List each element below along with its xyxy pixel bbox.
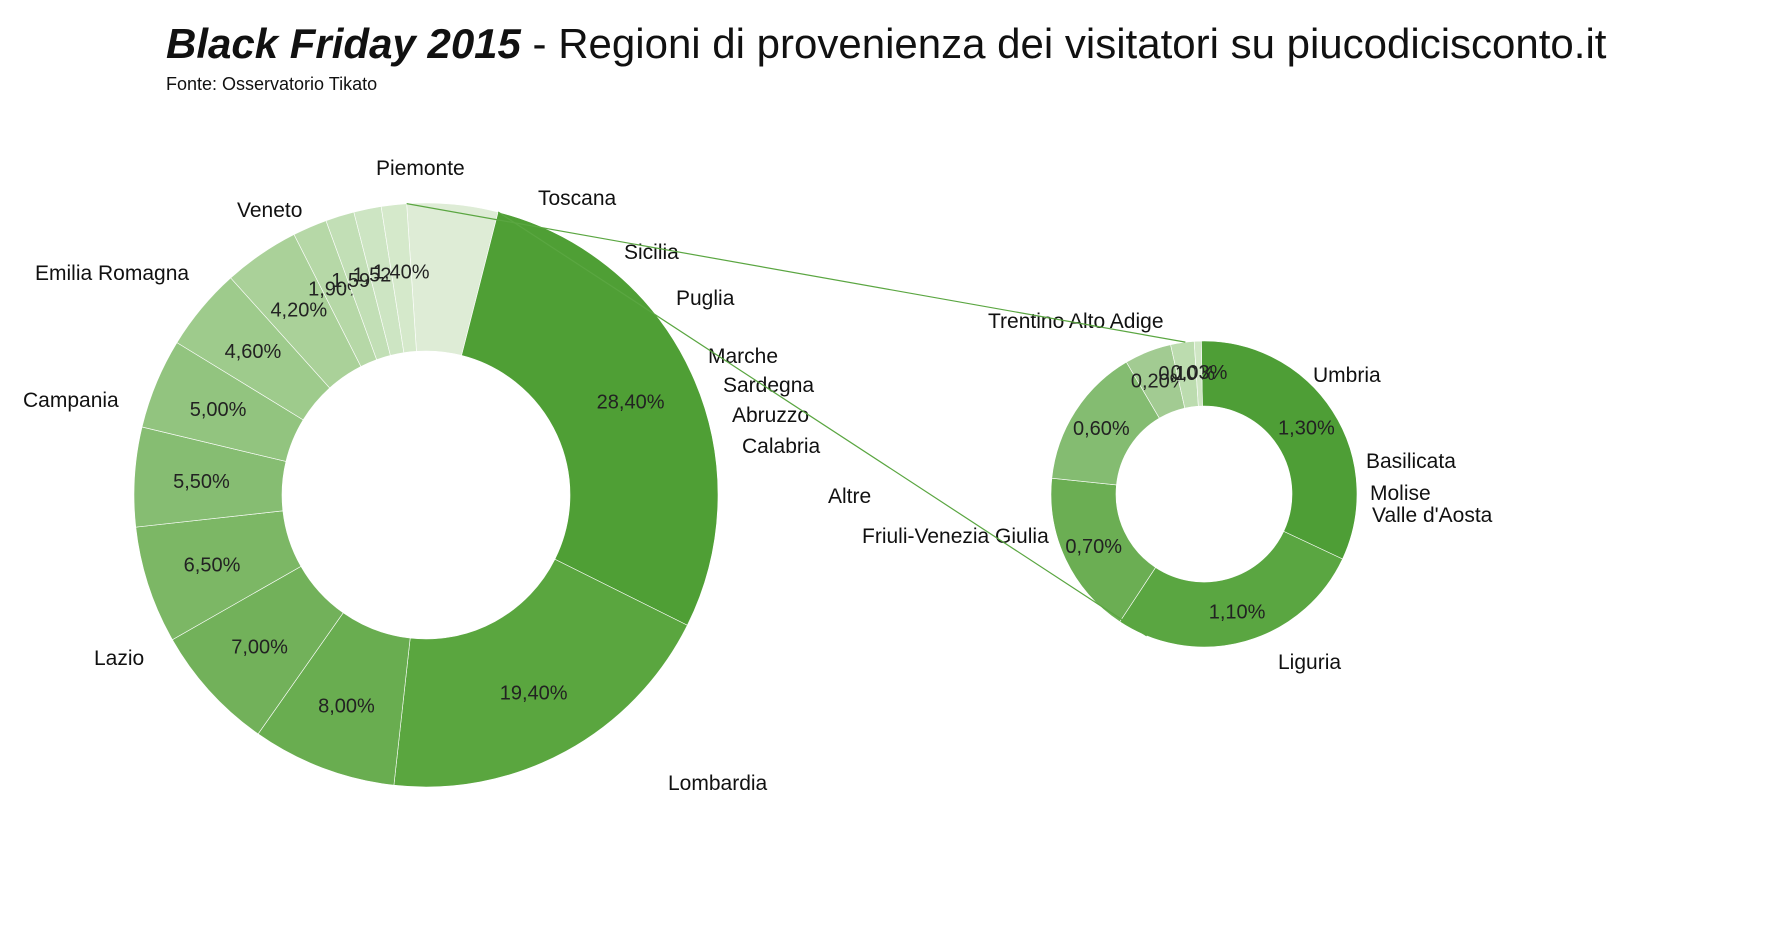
detail-value-label-basilicata: 0,20% [1131,371,1188,393]
detail-category-label-umbria: Umbria [1313,364,1381,387]
detail-value-label-trentino-alto-adige: 0,70% [1065,536,1122,558]
main-value-label-toscana: 5,00% [190,399,247,421]
detail-value-label-umbria: 0,60% [1073,418,1130,440]
main-value-label-emilia-romagna: 7,00% [231,636,288,658]
connector-line-bottom [497,211,1148,637]
detail-category-label-valle-d-aosta: Valle d'Aosta [1372,504,1493,527]
detail-value-label-liguria: 1,30% [1278,418,1335,440]
detail-value-label-valle-d-aosta: 0,03% [1171,362,1228,384]
main-donut: 28,40% 19,40% 8,00% 7,00% 6,50% 5,50% 5,00% 4,6… [23,157,871,795]
main-category-label-emilia-romagna: Emilia Romagna [35,262,189,285]
main-category-label-lazio: Lazio [94,647,144,670]
main-category-label-puglia: Puglia [676,287,735,310]
main-slice-lombardia [461,211,719,626]
main-category-label-toscana: Toscana [538,187,617,210]
main-category-label-sicilia: Sicilia [624,241,679,264]
main-value-label-lombardia: 28,40% [597,391,665,413]
connector-line-top [406,203,1186,343]
main-category-label-calabria: Calabria [742,435,821,458]
main-category-label-piemonte: Piemonte [376,157,465,180]
detail-slice-liguria [1201,340,1358,560]
detail-category-label-trentino-alto-adige: Trentino Alto Adige [988,310,1164,333]
main-category-label-veneto: Veneto [237,199,302,222]
main-value-label-puglia: 4,20% [270,299,327,321]
connector-lines [406,203,1186,637]
chart-subtitle: Fonte: Osservatorio Tikato [166,74,378,94]
main-category-label-abruzzo: Abruzzo [732,404,809,427]
detail-category-label-molise: Molise [1370,482,1431,505]
main-value-label-veneto: 6,50% [184,555,241,577]
main-slice-calabria [380,203,417,354]
detail-category-label-friuli-venezia-giulia: Friuli-Venezia Giulia [862,525,1049,548]
chart-title: Black Friday 2015 - Regioni di provenien… [166,18,1606,70]
main-category-label-campania: Campania [23,389,119,412]
main-category-label-altre: Altre [828,485,871,508]
main-value-label-calabria: 1,40% [373,261,430,283]
detail-slice-friuli-venezia-giulia [1119,530,1343,648]
detail-slice-valle-d-aosta [1193,340,1203,407]
detail-donut: 1,30%1,10%0,70%0,60%0,20%0,10%0,03%Ligur… [862,310,1493,674]
detail-category-label-basilicata: Basilicata [1366,450,1456,473]
chart-title-bold: Black Friday 2015 [166,20,521,67]
main-value-label-lazio: 19,40% [500,683,568,705]
chart-header: Black Friday 2015 - Regioni di provenien… [166,18,1606,95]
chart-title-rest: - Regioni di provenienza dei visitatori … [520,20,1607,67]
main-value-label-piemonte: 5,50% [173,471,230,493]
main-value-label-sicilia: 4,60% [225,341,282,363]
main-category-label-sardegna: Sardegna [723,374,814,397]
main-category-label-lombardia: Lombardia [668,772,768,795]
detail-value-label-friuli-venezia-giulia: 1,10% [1209,601,1266,623]
detail-category-label-liguria: Liguria [1278,651,1341,674]
main-value-label-campania: 8,00% [318,695,375,717]
main-category-label-marche: Marche [708,345,778,368]
main-slice-lazio [393,558,688,788]
